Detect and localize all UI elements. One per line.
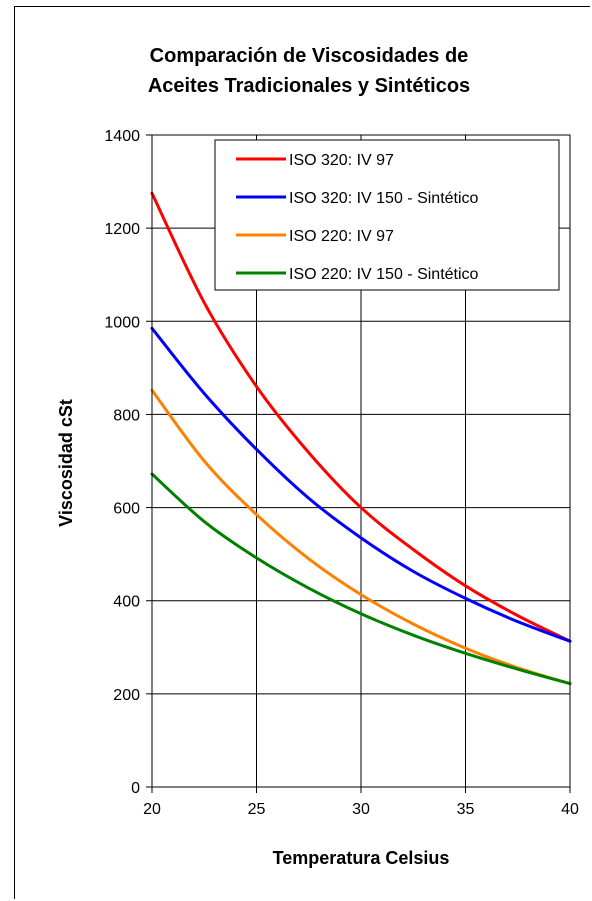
- legend-label-3: ISO 220: IV 97: [289, 228, 394, 245]
- series-line-1: [150, 191, 572, 643]
- series-line-2: [150, 326, 572, 643]
- y-tick-label: 1000: [104, 314, 140, 331]
- legend-label-4: ISO 220: IV 150 - Sintético: [289, 266, 479, 283]
- chart-subtitle: Aceites Tradicionales y Sintéticos: [148, 75, 470, 97]
- chart-title: Comparación de Viscosidades de: [150, 45, 469, 67]
- x-tick-label: 35: [457, 801, 475, 818]
- y-tick-label: 0: [131, 780, 140, 797]
- plot-border: [151, 134, 571, 788]
- legend-label-2: ISO 320: IV 150 - Sintético: [289, 190, 479, 207]
- y-tick-label: 1200: [104, 221, 140, 238]
- legend-label-1: ISO 320: IV 97: [289, 152, 394, 169]
- series-line-4: [150, 472, 572, 686]
- y-tick-label: 1400: [104, 128, 140, 145]
- y-tick-label: 600: [113, 501, 140, 518]
- y-tick-label: 200: [113, 687, 140, 704]
- legend-box: [214, 139, 560, 291]
- x-axis-ticks: 20 25 30 35 40: [143, 787, 579, 818]
- x-tick-label: 30: [352, 801, 370, 818]
- chart-frame: [14, 6, 590, 899]
- y-axis-label: Viscosidad cSt: [56, 399, 76, 527]
- y-axis-ticks: 0 200 400 600 800 1000 1200 1400: [104, 128, 152, 797]
- series-line-3: [150, 388, 572, 686]
- x-axis-label: Temperatura Celsius: [273, 848, 450, 868]
- legend: ISO 320: IV 97 ISO 320: IV 150 - Sintétic…: [214, 139, 560, 291]
- x-tick-label: 20: [143, 801, 161, 818]
- y-tick-label: 400: [113, 594, 140, 611]
- series-lines: [150, 191, 572, 686]
- y-tick-label: 800: [113, 407, 140, 424]
- x-tick-label: 25: [248, 801, 266, 818]
- x-tick-label: 40: [561, 801, 579, 818]
